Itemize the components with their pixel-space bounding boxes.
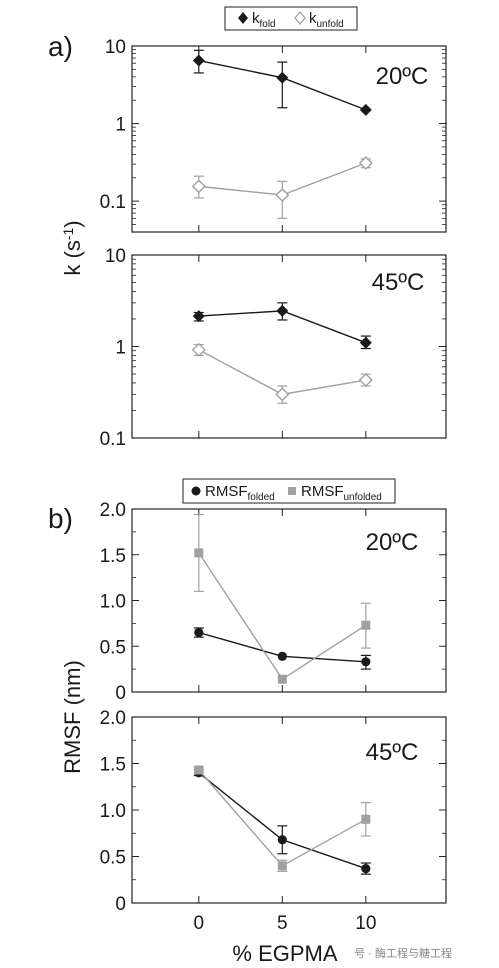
temperature-label: 45ºC <box>372 269 425 296</box>
data-point-RMSF_folded <box>361 657 371 667</box>
legend-kfold-label: kfold <box>252 10 276 30</box>
y-tick-label: 2.0 <box>100 708 126 729</box>
data-point-RMSF_unfolded <box>361 814 371 824</box>
plot-frame <box>131 45 447 233</box>
y-tick-label: 10 <box>105 37 126 58</box>
y-tick-label: 1.5 <box>100 755 126 776</box>
data-point-RMSF_folded <box>277 651 287 661</box>
panel-label-b: b) <box>48 503 73 534</box>
plot-a-45C: 10 1 0.1 45ºC <box>100 246 447 450</box>
legend-kunfold-label: kunfold <box>309 10 344 30</box>
y-tick-label: 0.1 <box>100 192 126 213</box>
y-tick-label: 1.0 <box>100 801 126 822</box>
x-tick-label: 5 <box>277 913 288 934</box>
data-point-RMSF_folded <box>361 863 371 874</box>
legend-rmsf-unfolded-marker <box>288 487 296 495</box>
data-point-k_unfold <box>358 373 373 388</box>
data-point-RMSF_unfolded <box>194 765 204 775</box>
x-axis-label: % EGPMA <box>232 941 337 966</box>
legend-rmsf-folded-label: RMSFfolded <box>205 483 275 503</box>
y-tick-label: 0.1 <box>100 429 126 450</box>
y-tick-label: 0 <box>115 894 126 915</box>
temperature-label: 45ºC <box>366 739 419 766</box>
y-tick-label: 1 <box>115 338 126 359</box>
data-point-k_unfold <box>358 156 373 171</box>
data-point-RMSF_unfolded <box>277 674 287 684</box>
data-point-k_fold <box>359 336 372 349</box>
temperature-label: 20ºC <box>376 63 429 90</box>
data-point-RMSF_folded <box>277 835 287 845</box>
data-point-k_fold <box>276 71 289 84</box>
y-tick-label: 1.5 <box>100 546 126 567</box>
panel-label-a: a) <box>48 31 73 62</box>
y-tick-label: 1 <box>115 115 126 136</box>
x-tick-label: 0 <box>194 913 205 934</box>
watermark: 号 · 酶工程与糖工程 <box>354 946 452 960</box>
legend-rmsf-unfolded-label: RMSFunfolded <box>301 483 382 503</box>
y-tick-label: 1.0 <box>100 592 126 613</box>
data-point-k_fold <box>192 54 205 67</box>
data-point-RMSF_unfolded <box>277 861 287 871</box>
data-point-k_unfold <box>191 342 206 357</box>
legend-a-box <box>224 6 358 31</box>
y-tick-label: 10 <box>105 246 126 267</box>
plot-b-20C: 2.0 1.5 1.0 0.5 0 20ºC <box>100 500 447 704</box>
legend-kfold-marker <box>238 12 248 24</box>
data-point-RMSF_unfolded <box>194 548 204 558</box>
data-point-k_unfold <box>275 188 290 202</box>
data-point-k_fold <box>276 304 289 317</box>
temperature-label: 20ºC <box>366 529 419 556</box>
plot-b-45C: 2.0 1.5 1.0 0.5 0 0 5 10 45ºC <box>100 708 447 934</box>
y-tick-label: 0.5 <box>100 848 126 869</box>
y-tick-label: 0 <box>115 683 126 704</box>
legend-rmsf-folded-marker <box>191 486 201 496</box>
legend-b: RMSFfolded RMSFunfolded <box>182 478 396 504</box>
data-point-k_unfold <box>275 387 290 402</box>
legend-kunfold-marker <box>294 10 306 26</box>
plot-a-20C: 10 1 0.1 20ºC <box>100 37 447 233</box>
data-point-k_unfold <box>191 179 206 194</box>
x-tick-label: 10 <box>355 913 376 934</box>
legend-a: kfold kunfold <box>224 6 358 31</box>
y-axis-label-rmsf: RMSF (nm) <box>60 660 85 774</box>
y-axis-label-k: k (s-1) <box>60 220 85 275</box>
data-point-k_fold <box>192 310 205 323</box>
data-point-RMSF_unfolded <box>361 620 371 630</box>
y-tick-label: 2.0 <box>100 500 126 521</box>
y-tick-label: 0.5 <box>100 637 126 658</box>
data-point-RMSF_folded <box>194 627 204 638</box>
data-point-k_fold <box>359 103 372 116</box>
